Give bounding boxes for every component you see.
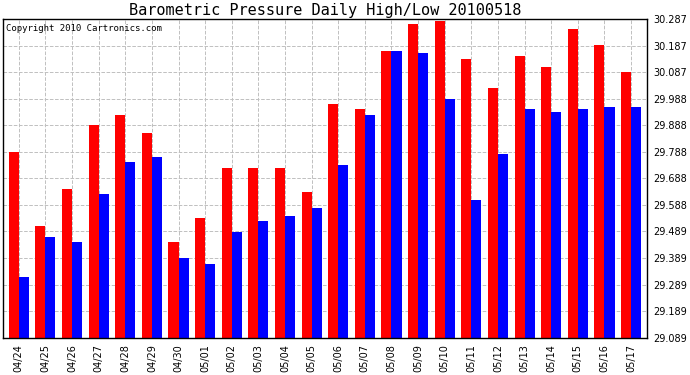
- Bar: [435, 21, 445, 338]
- Bar: [275, 168, 285, 338]
- Bar: [99, 194, 109, 338]
- Bar: [205, 264, 215, 338]
- Bar: [578, 109, 588, 338]
- Bar: [88, 125, 99, 338]
- Bar: [568, 29, 578, 338]
- Bar: [285, 216, 295, 338]
- Bar: [152, 157, 162, 338]
- Bar: [248, 168, 258, 338]
- Bar: [179, 258, 188, 338]
- Bar: [221, 168, 232, 338]
- Bar: [115, 114, 126, 338]
- Bar: [302, 192, 312, 338]
- Bar: [621, 72, 631, 338]
- Bar: [35, 226, 46, 338]
- Bar: [382, 51, 391, 338]
- Bar: [515, 56, 524, 338]
- Bar: [9, 152, 19, 338]
- Title: Barometric Pressure Daily High/Low 20100518: Barometric Pressure Daily High/Low 20100…: [129, 3, 521, 18]
- Bar: [312, 208, 322, 338]
- Bar: [541, 67, 551, 338]
- Bar: [365, 114, 375, 338]
- Bar: [631, 106, 641, 338]
- Bar: [258, 221, 268, 338]
- Bar: [594, 45, 604, 338]
- Bar: [46, 237, 55, 338]
- Bar: [338, 165, 348, 338]
- Bar: [498, 154, 508, 338]
- Bar: [72, 242, 82, 338]
- Bar: [232, 232, 242, 338]
- Bar: [141, 133, 152, 338]
- Bar: [391, 51, 402, 338]
- Bar: [488, 88, 498, 338]
- Bar: [524, 109, 535, 338]
- Bar: [418, 53, 428, 338]
- Bar: [126, 162, 135, 338]
- Bar: [551, 112, 562, 338]
- Bar: [445, 99, 455, 338]
- Bar: [328, 104, 338, 338]
- Bar: [461, 58, 471, 338]
- Bar: [355, 109, 365, 338]
- Bar: [62, 189, 72, 338]
- Bar: [604, 106, 615, 338]
- Bar: [168, 242, 179, 338]
- Bar: [19, 277, 29, 338]
- Bar: [408, 24, 418, 338]
- Bar: [195, 218, 205, 338]
- Bar: [471, 200, 482, 338]
- Text: Copyright 2010 Cartronics.com: Copyright 2010 Cartronics.com: [6, 24, 162, 33]
